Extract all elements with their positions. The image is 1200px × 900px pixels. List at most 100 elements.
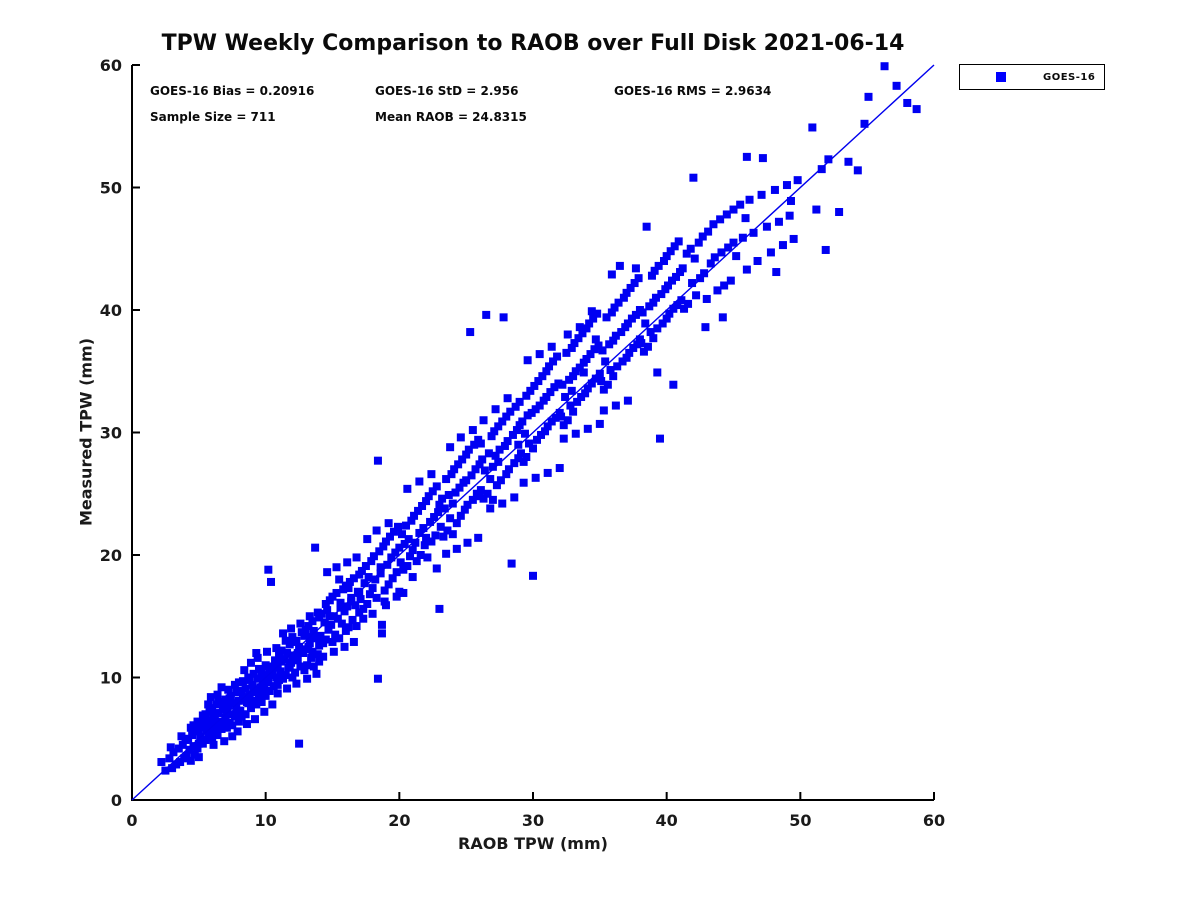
- scatter-point: [617, 328, 626, 337]
- scatter-point: [717, 248, 726, 257]
- scatter-point: [655, 434, 664, 443]
- scatter-point: [316, 631, 325, 640]
- scatter-point: [701, 323, 710, 332]
- scatter-point: [265, 686, 274, 695]
- scatter-point: [545, 362, 554, 371]
- scatter-point: [519, 478, 528, 487]
- scatter-point: [609, 336, 618, 345]
- scatter-point: [344, 584, 353, 593]
- scatter-point: [462, 450, 471, 459]
- legend-label: GOES-16: [1043, 72, 1096, 83]
- scatter-point: [488, 495, 497, 504]
- scatter-point: [384, 519, 393, 528]
- scatter-point: [605, 340, 614, 349]
- scatter-point: [538, 372, 547, 381]
- scatter-point: [206, 722, 215, 731]
- scatter-point: [563, 330, 572, 339]
- y-tick-label: 10: [100, 669, 122, 688]
- scatter-point: [524, 439, 533, 448]
- scatter-point: [785, 211, 794, 220]
- scatter-point: [495, 445, 504, 454]
- scatter-point: [329, 612, 338, 621]
- scatter-point: [218, 705, 227, 714]
- scatter-point: [475, 492, 484, 501]
- scatter-point: [217, 683, 226, 692]
- scatter-point: [343, 602, 352, 611]
- scatter-point: [399, 588, 408, 597]
- scatter-point: [486, 475, 495, 484]
- scatter-point: [520, 429, 529, 438]
- scatter-point: [571, 367, 580, 376]
- scatter-point: [650, 266, 659, 275]
- scatter-point: [824, 155, 833, 164]
- scatter-point: [529, 571, 537, 580]
- scatter-point: [165, 754, 174, 763]
- scatter-point: [427, 470, 436, 479]
- scatter-point: [446, 443, 455, 452]
- scatter-point: [689, 173, 698, 182]
- scatter-point: [642, 222, 651, 231]
- scatter-point: [892, 81, 901, 90]
- scatter-point: [535, 401, 544, 410]
- scatter-point: [590, 345, 599, 354]
- scatter-point: [786, 196, 795, 205]
- scatter-point: [912, 105, 921, 114]
- scatter-point: [252, 649, 261, 657]
- legend: GOES-16: [959, 64, 1105, 90]
- scatter-point: [442, 549, 451, 558]
- scatter-point: [573, 397, 582, 406]
- scatter-point: [197, 718, 206, 727]
- scatter-point: [629, 343, 638, 352]
- scatter-point: [575, 363, 584, 372]
- scatter-point: [452, 519, 461, 528]
- scatter-point: [499, 313, 508, 322]
- scatter-point: [194, 724, 203, 733]
- scatter-point: [758, 154, 767, 163]
- scatter-point: [673, 301, 682, 310]
- scatter-point: [512, 426, 521, 435]
- scatter-point: [736, 200, 745, 209]
- stat-std: GOES-16 StD = 2.956: [375, 84, 519, 98]
- scatter-point: [690, 254, 699, 263]
- scatter-point: [658, 319, 667, 328]
- scatter-point: [285, 661, 294, 670]
- scatter-point: [345, 577, 354, 586]
- scatter-point: [288, 633, 297, 642]
- scatter-point: [414, 506, 423, 515]
- scatter-point: [864, 92, 873, 101]
- scatter-point: [462, 476, 471, 485]
- scatter-point: [749, 228, 758, 237]
- scatter-point: [507, 559, 516, 568]
- scatter-point: [377, 629, 386, 638]
- scatter-point: [248, 696, 257, 705]
- scatter-point: [263, 647, 272, 656]
- scatter-point: [467, 471, 476, 480]
- scatter-point: [185, 745, 194, 754]
- scatter-point: [666, 247, 675, 256]
- scatter-point: [264, 565, 273, 574]
- scatter-point: [232, 688, 241, 697]
- scatter-point: [535, 350, 544, 359]
- scatter-point: [224, 701, 233, 710]
- scatter-point: [503, 394, 512, 403]
- scatter-point: [230, 680, 239, 689]
- scatter-point: [647, 271, 656, 280]
- scatter-point: [659, 257, 668, 265]
- scatter-point: [169, 748, 178, 757]
- scatter-point: [208, 704, 217, 713]
- scatter-point: [228, 732, 237, 741]
- scatter-point: [309, 626, 318, 635]
- scatter-point: [726, 276, 735, 285]
- scatter-point: [688, 279, 697, 288]
- scatter-point: [595, 419, 604, 428]
- scatter-point: [222, 723, 231, 732]
- scatter-point: [643, 342, 652, 351]
- scatter-point: [553, 352, 562, 361]
- scatter-point: [213, 690, 222, 699]
- scatter-point: [210, 711, 219, 720]
- scatter-point: [246, 658, 255, 667]
- scatter-point: [529, 444, 537, 453]
- scatter-point: [645, 302, 654, 311]
- scatter-point: [190, 750, 199, 759]
